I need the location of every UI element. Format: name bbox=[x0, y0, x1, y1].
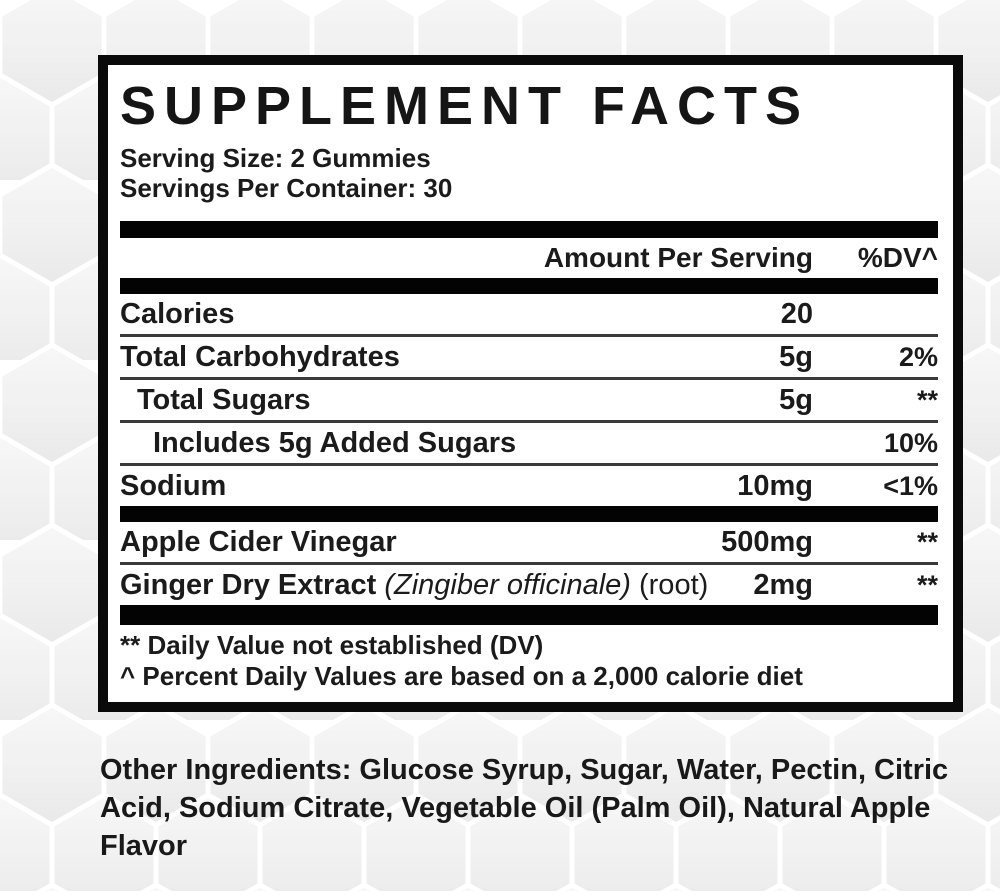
thin-rule bbox=[120, 334, 938, 337]
amount-per-serving-header: Amount Per Serving bbox=[543, 242, 813, 273]
nutrient-name: Apple Cider Vinegar bbox=[120, 525, 397, 558]
nutrient-amount: 5g bbox=[779, 383, 813, 416]
column-header-row: Amount Per Serving %DV^ bbox=[120, 238, 938, 278]
supplement-facts-panel: SUPPLEMENT FACTS Serving Size: 2 Gummies… bbox=[98, 55, 963, 712]
panel-title: SUPPLEMENT FACTS bbox=[120, 76, 810, 136]
nutrient-dv: ** bbox=[916, 384, 938, 415]
nutrient-dv: ** bbox=[916, 569, 938, 600]
nutrient-name: Calories bbox=[120, 297, 235, 330]
thin-rule bbox=[120, 377, 938, 380]
nutrient-row: Includes 5g Added Sugars 10% bbox=[120, 423, 938, 463]
nutrient-amount: 2mg bbox=[753, 568, 813, 601]
thick-bar-top bbox=[120, 221, 938, 238]
nutrient-amount: 500mg bbox=[721, 525, 813, 558]
footnotes: ** Daily Value not established (DV) ^ Pe… bbox=[120, 630, 938, 692]
serving-size-line: Serving Size: 2 Gummies bbox=[120, 143, 431, 173]
nutrient-dv: <1% bbox=[883, 470, 938, 501]
nutrient-name: Total Carbohydrates bbox=[120, 340, 400, 373]
nutrient-amount: 5g bbox=[779, 340, 813, 373]
nutrient-name: Includes 5g Added Sugars bbox=[153, 426, 517, 459]
nutrient-name: Sodium bbox=[120, 469, 227, 502]
nutrient-row: Total Sugars 5g ** bbox=[120, 380, 938, 420]
nutrient-dv: ** bbox=[916, 526, 938, 557]
nutrient-amount: 20 bbox=[780, 297, 813, 330]
nutrient-name: Ginger Dry Extract (Zingiber officinale)… bbox=[120, 568, 709, 601]
thick-bar-bottom bbox=[120, 605, 938, 625]
thin-rule bbox=[120, 463, 938, 466]
nutrient-row: Calories 20 bbox=[120, 294, 938, 334]
nutrient-name: Total Sugars bbox=[137, 383, 311, 416]
other-ingredients-paragraph: Other Ingredients: Glucose Syrup, Sugar,… bbox=[100, 751, 968, 865]
footnote-dv-not-established: ** Daily Value not established (DV) bbox=[120, 630, 544, 660]
nutrient-row: Apple Cider Vinegar 500mg ** bbox=[120, 522, 938, 562]
nutrient-row: Sodium 10mg <1% bbox=[120, 466, 938, 506]
nutrient-amount: 10mg bbox=[737, 469, 813, 502]
thin-rule bbox=[120, 420, 938, 423]
other-ingredients-text: Glucose Syrup, Sugar, Water, Pectin, Cit… bbox=[100, 754, 949, 862]
nutrient-dv: 2% bbox=[898, 341, 938, 372]
nutrient-row: Ginger Dry Extract (Zingiber officinale)… bbox=[120, 565, 938, 605]
thick-bar-under-header bbox=[120, 278, 938, 294]
dv-header: %DV^ bbox=[857, 242, 938, 273]
thin-rule bbox=[120, 562, 938, 565]
nutrient-dv: 10% bbox=[883, 427, 938, 458]
thick-bar bbox=[120, 506, 938, 522]
nutrient-row: Total Carbohydrates 5g 2% bbox=[120, 337, 938, 377]
footnote-percent-daily-values: ^ Percent Daily Values are based on a 2,… bbox=[120, 661, 803, 691]
other-ingredients-label: Other Ingredients: bbox=[100, 754, 352, 786]
nutrition-rows: Calories 20 Total Carbohydrates 5g 2% Total S… bbox=[120, 294, 938, 625]
servings-per-container-line: Servings Per Container: 30 bbox=[120, 173, 453, 203]
